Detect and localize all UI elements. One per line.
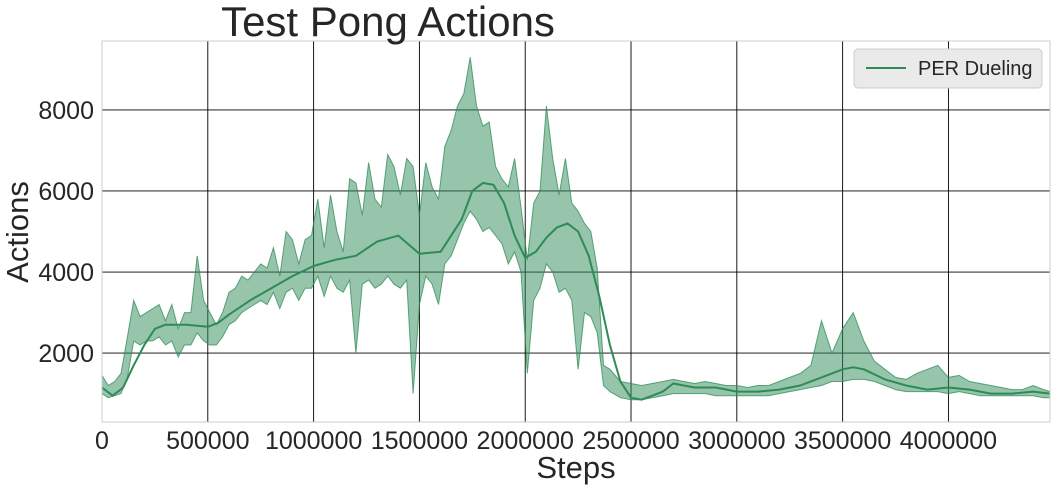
y-tick-label-0: 2000 <box>38 340 94 368</box>
x-tick-label-2: 1000000 <box>265 427 362 455</box>
legend: PER Dueling <box>853 48 1043 89</box>
y-tick-label-2: 6000 <box>38 178 94 206</box>
legend-box <box>853 48 1043 89</box>
legend-label-per-dueling: PER Dueling <box>918 58 1033 80</box>
x-tick-label-3: 1500000 <box>371 427 468 455</box>
y-tick-label-1: 4000 <box>38 259 94 287</box>
x-tick-label-8: 4000000 <box>900 427 997 455</box>
x-tick-label-0: 0 <box>95 427 109 455</box>
plot-frame <box>101 40 1051 423</box>
x-tick-labels: 0 500000 1000000 1500000 2000000 2500000 30000… <box>95 427 997 455</box>
x-tick-label-6: 3000000 <box>688 427 785 455</box>
x-tick-label-5: 2500000 <box>582 427 679 455</box>
x-tick-label-7: 3500000 <box>794 427 891 455</box>
y-tick-label-3: 8000 <box>38 97 94 125</box>
chart-title: Test Pong Actions <box>221 0 555 45</box>
y-tick-labels: 2000 4000 6000 8000 <box>38 97 94 368</box>
y-axis-label: Actions <box>0 181 35 283</box>
x-tick-label-1: 500000 <box>166 427 249 455</box>
series-line-layer <box>101 181 1051 401</box>
x-tick-label-4: 2000000 <box>477 427 574 455</box>
series-line-per-dueling <box>101 181 1051 401</box>
x-axis-label: Steps <box>536 450 615 485</box>
